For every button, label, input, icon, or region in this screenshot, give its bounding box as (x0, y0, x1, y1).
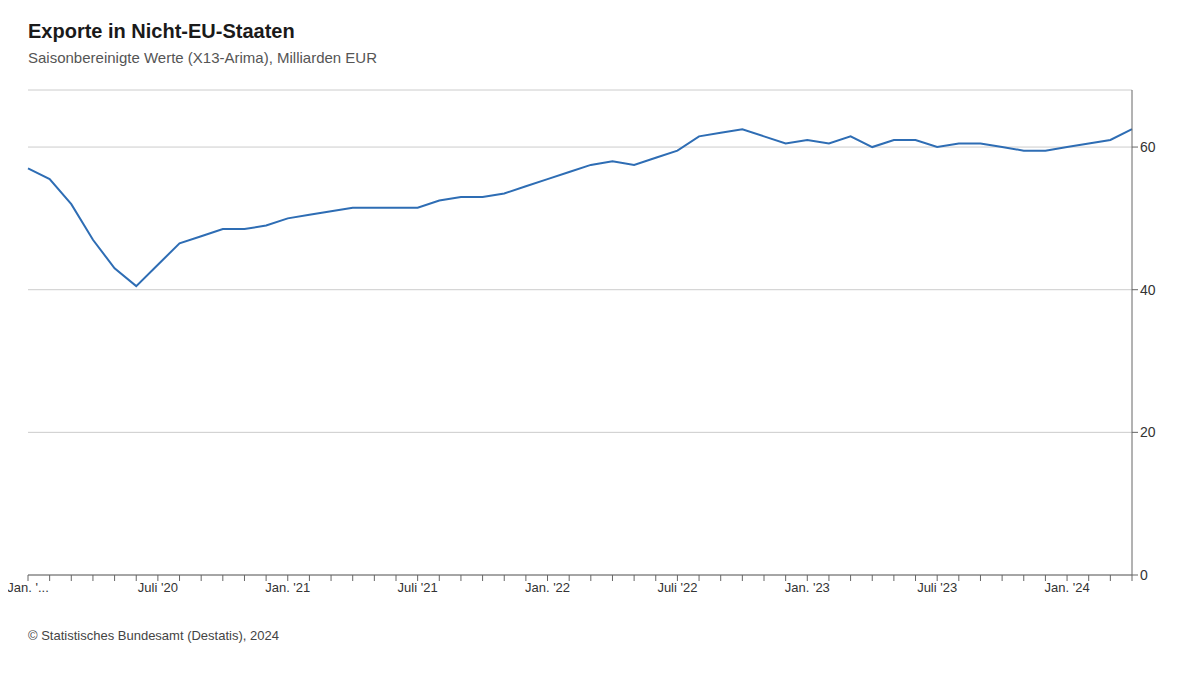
svg-text:Jan. '21: Jan. '21 (265, 580, 310, 595)
svg-text:Jan. '...: Jan. '... (8, 580, 49, 595)
svg-text:Juli '20: Juli '20 (138, 580, 178, 595)
html-text:© Statistisches Bundesamt (Des: © Statistisches Bundesamt (Destatis), 20… (28, 628, 279, 643)
svg-text:0: 0 (1140, 567, 1148, 583)
svg-text:Jan. '24: Jan. '24 (1044, 580, 1089, 595)
html-text:Saisonbereinigte Werte (X13-Ar: Saisonbereinigte Werte (X13-Arima), Mill… (28, 49, 377, 66)
svg-text:Juli '23: Juli '23 (917, 580, 957, 595)
svg-text:Juli '22: Juli '22 (657, 580, 697, 595)
svg-text:Juli '21: Juli '21 (398, 580, 438, 595)
svg-text:Jan. '23: Jan. '23 (785, 580, 830, 595)
html-text:Exporte in Nicht-EU-Staaten: Exporte in Nicht-EU-Staaten (28, 20, 295, 42)
svg-text:Jan. '22: Jan. '22 (525, 580, 570, 595)
svg-text:60: 60 (1140, 139, 1156, 155)
svg-text:40: 40 (1140, 282, 1156, 298)
svg-text:20: 20 (1140, 424, 1156, 440)
